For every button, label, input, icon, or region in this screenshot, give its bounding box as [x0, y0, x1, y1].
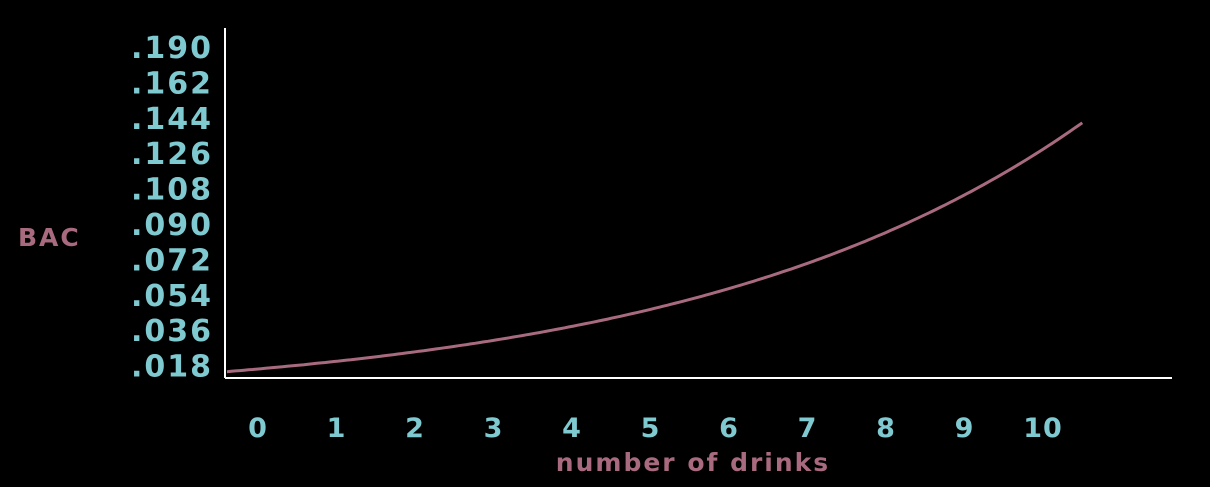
x-tick-label: 1 — [327, 413, 347, 444]
x-tick-label: 10 — [1023, 413, 1063, 444]
y-tick-label: .036 — [131, 314, 213, 349]
y-tick-label: .144 — [131, 102, 213, 137]
bac-curve — [226, 121, 1084, 374]
y-tick-label: .126 — [131, 137, 213, 172]
y-tick-labels: .018.036.054.072.090.108.126.144.162.190 — [131, 31, 213, 385]
x-tick-label: 7 — [798, 413, 818, 444]
x-tick-label: 0 — [248, 413, 268, 444]
y-tick-label: .090 — [131, 208, 213, 243]
x-tick-label: 5 — [641, 413, 661, 444]
x-tick-label: 6 — [719, 413, 739, 444]
y-tick-label: .054 — [131, 279, 213, 314]
x-tick-label: 8 — [876, 413, 896, 444]
y-tick-label: .072 — [131, 243, 213, 278]
x-tick-label: 4 — [562, 413, 582, 444]
x-tick-label: 2 — [405, 413, 425, 444]
x-axis-label: number of drinks — [556, 448, 830, 477]
y-tick-label: .190 — [131, 31, 213, 66]
y-tick-label: .108 — [131, 173, 213, 208]
x-tick-label: 3 — [484, 413, 504, 444]
y-tick-label: .162 — [131, 66, 213, 101]
x-tick-labels: 0 1 2 3 4 5 6 7 8 9 10 — [248, 413, 1063, 444]
y-tick-label: .018 — [131, 350, 213, 385]
y-axis-label: BAC — [18, 223, 81, 252]
x-tick-label: 9 — [955, 413, 975, 444]
